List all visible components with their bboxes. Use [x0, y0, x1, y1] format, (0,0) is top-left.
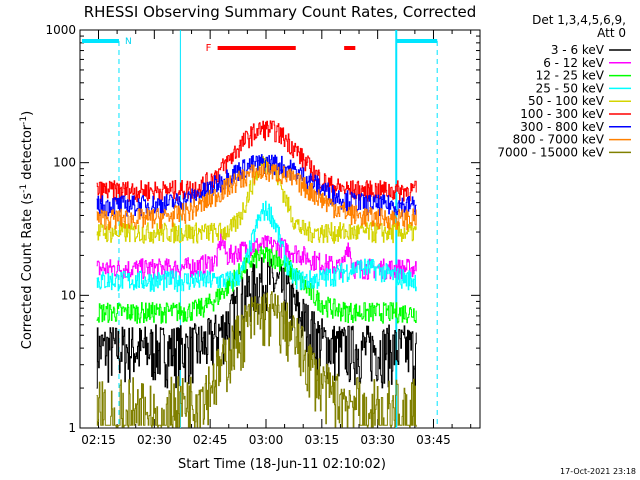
legend-label: 50 - 100 keV	[528, 94, 605, 108]
y-tick-label: 10	[61, 288, 76, 302]
y-tick-label: 1000	[45, 23, 76, 37]
legend-label: 7000 - 15000 keV	[497, 145, 604, 159]
legend-label: 800 - 7000 keV	[513, 133, 605, 147]
legend-label: 12 - 25 keV	[536, 69, 605, 83]
legend-header-line2: Att 0	[597, 26, 626, 40]
series-line-5	[96, 120, 417, 203]
y-tick-label: 1	[68, 421, 76, 435]
x-tick-label: 02:45	[193, 433, 228, 447]
legend-label: 300 - 800 keV	[520, 120, 604, 134]
saa-label: N	[125, 37, 132, 47]
timestamp: 17-Oct-2021 23:18	[560, 467, 636, 476]
x-tick-label: 02:15	[81, 433, 116, 447]
y-axis: 1 10 100 1000	[45, 23, 480, 435]
series-lines	[96, 120, 417, 428]
x-tick-label: 02:30	[137, 433, 172, 447]
flare-flag: F	[206, 43, 356, 54]
series-line-7	[96, 161, 417, 231]
flare-label: F	[206, 43, 212, 54]
x-tick-label: 03:00	[249, 433, 284, 447]
legend-label: 100 - 300 keV	[520, 107, 604, 121]
legend-label: 3 - 6 keV	[551, 43, 605, 57]
series-line-8	[96, 291, 417, 428]
series-line-4	[96, 156, 417, 244]
y-axis-label: Corrected Count Rate (s-1 detector-1)	[19, 111, 35, 349]
x-tick-label: 03:45	[416, 433, 451, 447]
y-tick-label: 100	[53, 156, 76, 170]
plot-frame	[79, 29, 481, 429]
x-tick-label: 03:30	[360, 433, 395, 447]
legend-header-line1: Det 1,3,4,5,6,9,	[532, 13, 626, 27]
chart-title: RHESSI Observing Summary Count Rates, Co…	[84, 3, 477, 21]
legend-label: 25 - 50 keV	[536, 81, 605, 95]
x-axis: 02:15 02:30 02:45 03:00 03:15 03:30 03:45	[81, 30, 472, 447]
series-line-2	[96, 246, 417, 324]
x-tick-label: 03:15	[305, 433, 340, 447]
x-axis-label: Start Time (18-Jun-11 02:10:02)	[178, 457, 386, 472]
legend-label: 6 - 12 keV	[543, 56, 605, 70]
series-line-3	[96, 200, 417, 293]
